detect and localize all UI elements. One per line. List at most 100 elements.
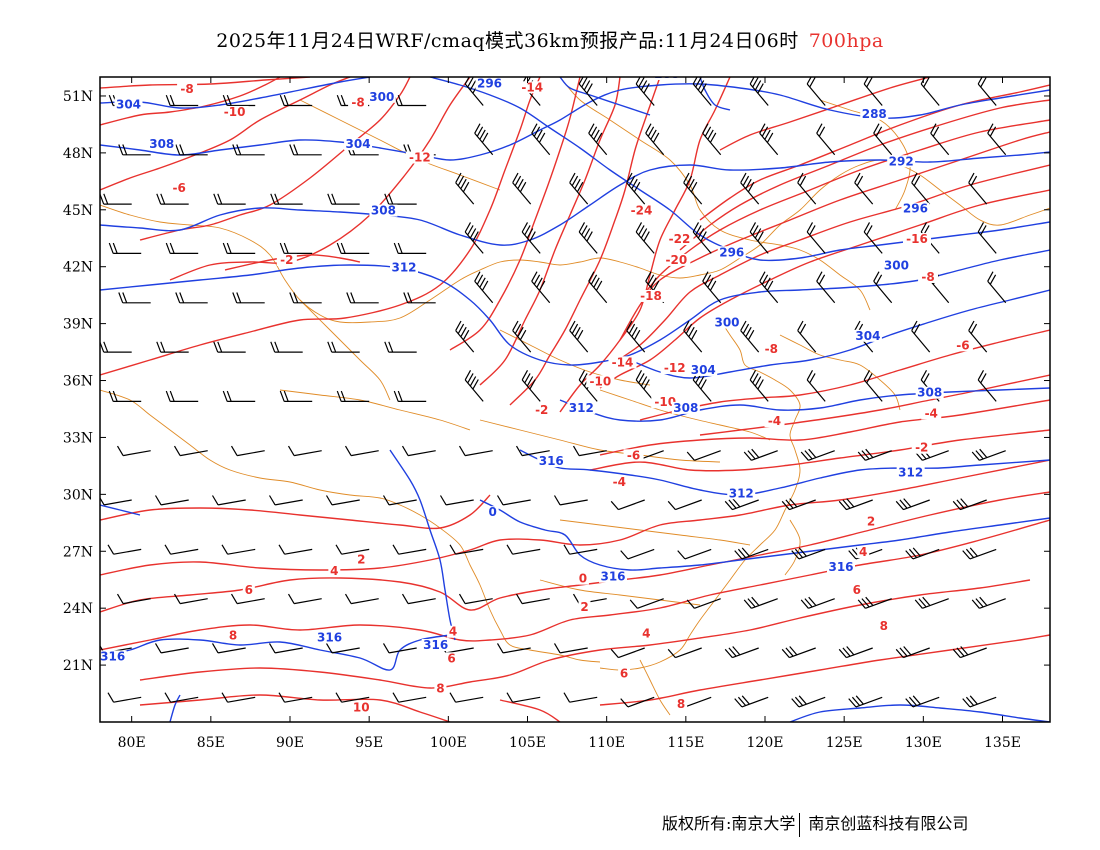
lat-label: 42N — [63, 260, 93, 276]
wind-barb — [506, 692, 541, 703]
wind-barb — [232, 144, 265, 156]
geopotential-label: 308 — [917, 386, 942, 400]
wind-barb — [863, 370, 883, 402]
wind-barb — [971, 596, 1006, 609]
wind-barb — [393, 94, 427, 107]
contour-label-bg — [671, 401, 700, 414]
wind-barb — [702, 123, 722, 156]
contour-label-bg — [915, 386, 944, 399]
wind-barb — [610, 647, 645, 659]
wind-barb — [797, 320, 817, 353]
title-level: 700hpa — [808, 30, 884, 52]
temperature-label: 8 — [436, 682, 444, 696]
lat-label: 45N — [63, 203, 93, 219]
temperature-label: 10 — [353, 701, 370, 715]
wind-barb — [165, 242, 199, 254]
wind-barb — [100, 193, 132, 205]
geopotential-label: 312 — [391, 261, 416, 275]
geopotential-isolines — [100, 77, 1050, 722]
temperature-isolines — [100, 77, 1050, 722]
contour-label-bg — [918, 270, 939, 283]
wind-barb — [848, 695, 883, 708]
wind-barb — [455, 320, 475, 353]
wind-barb — [449, 544, 484, 555]
wind-barb — [645, 123, 665, 156]
temperature-label: -2 — [280, 253, 293, 267]
temperature-label: -6 — [172, 181, 185, 195]
wind-barb — [327, 341, 360, 353]
border-line — [819, 99, 911, 211]
wind-barb — [116, 445, 151, 457]
geopotential-isoline — [100, 151, 1050, 246]
plot-area: -8-10-8-12-14-6-24-22-20-18-16-8-2-14 -12… — [100, 77, 1050, 722]
geopotential-isoline — [789, 704, 1050, 722]
wind-barb — [108, 390, 142, 402]
wind-barb — [620, 548, 655, 560]
wind-barb — [382, 495, 417, 506]
contour-label-bg — [434, 682, 447, 695]
wind-barb — [724, 498, 759, 511]
temperature-label: -24 — [631, 204, 653, 218]
temperature-label: 4 — [859, 545, 867, 559]
border-line — [100, 389, 601, 663]
wind-barb — [222, 94, 256, 107]
wind-barb — [578, 77, 598, 106]
temperature-label: -10 — [224, 105, 246, 119]
geopotential-isoline — [559, 77, 651, 116]
geopotential-label: 312 — [898, 465, 923, 479]
contour-label-bg — [586, 375, 615, 388]
wind-barb — [806, 77, 826, 106]
wind-barb — [173, 593, 208, 605]
temperature-label: 6 — [620, 666, 628, 680]
wind-barb — [797, 172, 817, 205]
wind-barb — [382, 643, 417, 654]
border-line — [479, 419, 721, 463]
wind-barb — [232, 292, 265, 304]
wind-barb — [863, 222, 883, 254]
wind-barb — [781, 498, 816, 511]
temperature-label: 2 — [580, 600, 588, 614]
wind-barb — [791, 695, 826, 708]
contour-label-bg — [652, 77, 681, 80]
contour-label-bg — [911, 441, 932, 454]
wind-barb — [464, 77, 484, 106]
temperature-label: -8 — [765, 342, 778, 356]
wind-barb — [393, 242, 427, 254]
lat-label: 48N — [63, 146, 93, 162]
temperature-label: -8 — [180, 82, 193, 96]
wind-barbs — [100, 77, 1007, 708]
wind-barb — [635, 370, 655, 402]
wind-barb — [221, 544, 256, 555]
temperature-isoline — [599, 634, 1050, 706]
contour-label-bg — [921, 407, 942, 420]
temperature-isoline — [639, 329, 1050, 421]
wind-barb — [743, 596, 778, 609]
contour-label-bg — [764, 415, 785, 428]
temperature-isoline — [100, 519, 1050, 651]
wind-barb — [346, 292, 379, 304]
contour-label-bg — [901, 202, 930, 215]
temperature-isoline — [139, 694, 451, 722]
wind-barb — [791, 547, 826, 560]
wind-barb — [692, 222, 712, 254]
wind-barb — [384, 341, 417, 353]
country-province-borders — [100, 77, 1050, 716]
temperature-label: -4 — [768, 414, 781, 428]
wind-barb — [175, 144, 208, 156]
contour-label-bg — [608, 356, 637, 369]
wind-barb — [620, 696, 655, 708]
wind-barb — [572, 445, 607, 457]
wind-barb — [683, 172, 703, 205]
contour-label-bg — [637, 289, 665, 302]
wind-barb — [905, 547, 940, 560]
lat-label: 51N — [63, 89, 93, 105]
wind-barb — [512, 172, 532, 205]
contour-label-bg — [599, 570, 627, 583]
wind-barb — [221, 692, 256, 703]
wind-barb — [211, 643, 246, 654]
wind-barb — [740, 320, 760, 353]
border-line — [559, 519, 751, 546]
wind-barb — [806, 222, 826, 254]
wind-barb — [578, 222, 598, 254]
border-line — [539, 579, 701, 606]
